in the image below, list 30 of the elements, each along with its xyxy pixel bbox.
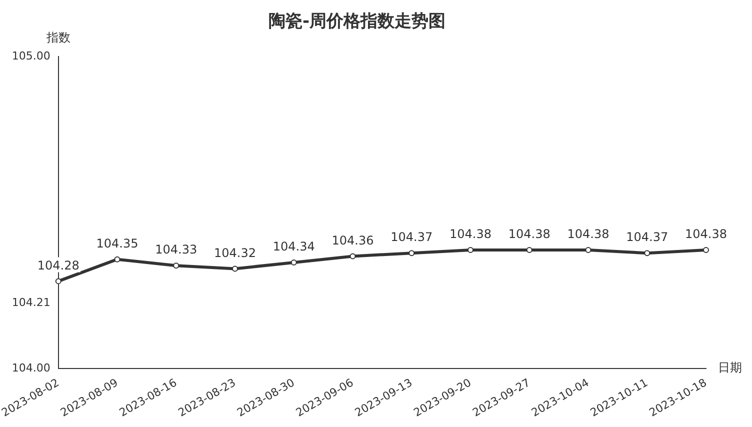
data-label: 104.32 <box>214 246 256 260</box>
point <box>114 256 120 262</box>
y-tick-label: 104.21 <box>12 296 50 309</box>
data-label: 104.38 <box>449 227 492 242</box>
point <box>644 250 650 256</box>
chart-title: 陶瓷-周价格指数走势图 <box>268 12 446 32</box>
data-label: 104.36 <box>332 233 374 248</box>
y-tick-label: 105.00 <box>12 49 50 62</box>
point <box>408 250 415 256</box>
data-label: 104.38 <box>508 227 550 242</box>
point <box>585 246 592 253</box>
y-axis-title: 指数 <box>45 30 70 45</box>
data-label: 104.33 <box>155 242 198 257</box>
point <box>290 259 297 266</box>
data-label: 104.37 <box>390 230 433 244</box>
data-label: 104.35 <box>96 236 138 250</box>
point <box>526 246 532 253</box>
data-label: 104.38 <box>567 227 610 242</box>
data-label: 104.34 <box>272 240 315 254</box>
point <box>55 278 62 284</box>
point <box>350 253 356 260</box>
point <box>467 246 474 253</box>
data-label: 104.37 <box>626 230 668 244</box>
y-tick-label: 104.00 <box>12 361 50 374</box>
x-axis-title: 日期 <box>718 360 742 375</box>
data-label: 104.28 <box>37 258 80 272</box>
point <box>703 246 709 253</box>
data-label: 104.38 <box>685 227 727 242</box>
point <box>173 262 180 269</box>
point <box>232 266 238 272</box>
